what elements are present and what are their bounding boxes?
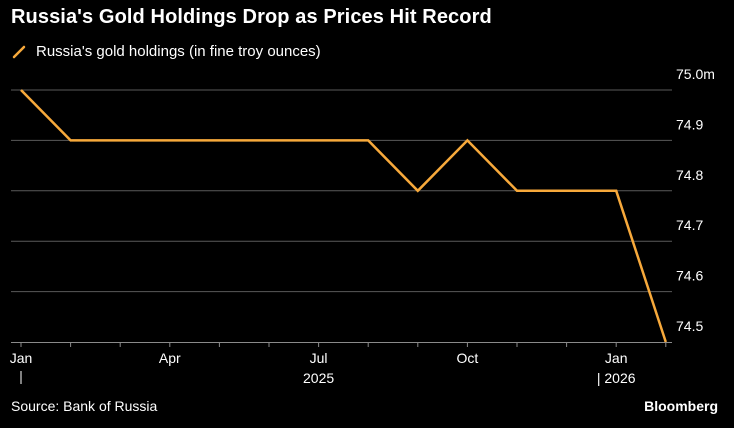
x-tick-label: Apr xyxy=(159,350,181,366)
x-tick-label: Jan xyxy=(605,350,628,366)
x-tick-label: Oct xyxy=(457,350,479,366)
chart-legend: Russia's gold holdings (in fine troy oun… xyxy=(11,43,321,60)
brand-logo: Bloomberg xyxy=(644,398,718,414)
chart-title: Russia's Gold Holdings Drop as Prices Hi… xyxy=(11,6,492,28)
year-label: 2025 xyxy=(303,370,334,386)
legend-label: Russia's gold holdings (in fine troy oun… xyxy=(36,43,321,60)
series-line xyxy=(20,89,667,343)
x-tick-label: Jan xyxy=(10,350,33,366)
source-note: Source: Bank of Russia xyxy=(11,398,158,414)
x-tick-label: Jul xyxy=(310,350,328,366)
year-label: | 2026 xyxy=(597,370,636,386)
y-tick-label: 74.9 xyxy=(676,116,703,132)
y-tick-label: 74.8 xyxy=(676,167,703,183)
y-tick-label: 74.6 xyxy=(676,268,703,284)
y-tick-label: 74.5 xyxy=(676,318,703,334)
y-tick-label: 75.0m xyxy=(676,66,715,82)
legend-swatch xyxy=(12,45,26,58)
y-tick-label: 74.7 xyxy=(676,217,703,233)
